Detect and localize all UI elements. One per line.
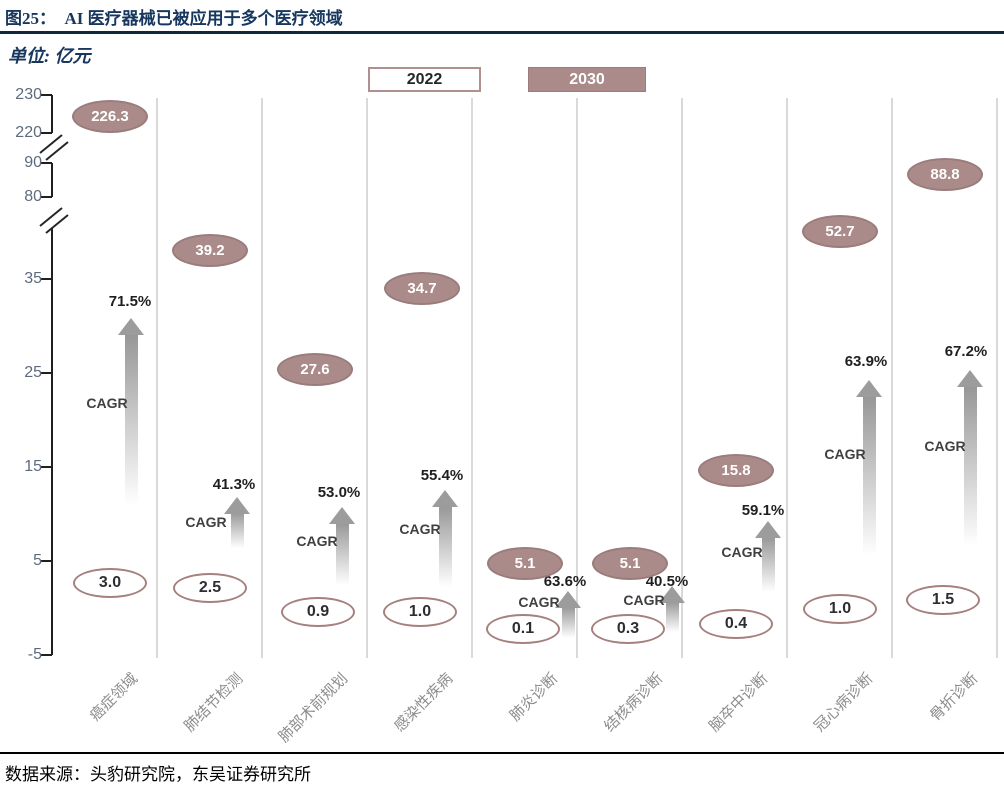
cagr-arrow-shaft [231,512,244,548]
cagr-arrow-shaft [125,333,138,505]
cagr-value-label: 67.2% [944,343,988,360]
cagr-caption: CAGR [518,594,560,610]
marker-2030: 15.8 [698,454,774,487]
marker-2022: 2.5 [173,573,247,603]
y-axis-tick-label: -5 [27,646,42,663]
y-axis-tick-label: 220 [15,124,42,141]
marker-2022: 1.0 [803,594,877,624]
category-label: 冠心病诊断 [811,670,877,736]
legend-item-2030: 2030 [528,67,646,92]
footer-divider [0,752,1004,754]
marker-2030: 39.2 [172,234,248,267]
cagr-arrow-shaft [336,522,349,585]
cagr-value-label: 63.9% [844,353,888,370]
category-label: 肺结节检测 [181,670,247,736]
y-axis-tick-label: 15 [24,458,42,475]
y-axis-tick-label: 230 [15,86,42,103]
marker-2030: 27.6 [277,353,353,386]
marker-2030: 34.7 [384,272,460,305]
y-axis-tick-label: 5 [33,552,42,569]
cagr-arrow-shaft [762,536,775,592]
cagr-arrow-shaft [562,606,575,638]
cagr-value-label: 40.5% [645,573,689,590]
marker-2022: 3.0 [73,568,147,598]
column-separator [891,98,893,658]
category-label: 骨折诊断 [926,670,982,725]
cagr-caption: CAGR [623,592,665,608]
marker-2022: 0.9 [281,597,355,627]
cagr-arrow-icon [659,586,685,603]
cagr-arrow-icon [224,497,250,514]
marker-2022: 1.0 [383,597,457,627]
column-separator [786,98,788,658]
cagr-value-label: 71.5% [108,293,152,310]
cagr-arrow-icon [329,507,355,524]
category-label: 脑卒中诊断 [706,670,772,736]
cagr-arrow-shaft [666,601,679,632]
category-label: 癌症领域 [86,670,142,725]
source-note: 数据来源：头豹研究院，东吴证券研究所 [5,765,311,784]
column-separator [261,98,263,658]
category-label: 结核病诊断 [601,670,667,736]
marker-2022: 0.3 [591,614,665,644]
cagr-caption: CAGR [924,438,966,454]
marker-2030: 5.1 [487,547,563,580]
category-label: 肺部术前规划 [275,670,352,746]
y-axis-tick-label: 90 [24,154,42,171]
cagr-arrow-icon [755,521,781,538]
marker-2022: 0.1 [486,614,560,644]
cagr-arrow-icon [432,490,458,507]
cagr-caption: CAGR [824,446,866,462]
category-label: 肺炎诊断 [506,670,562,725]
cagr-caption: CAGR [296,533,338,549]
cagr-arrow-shaft [439,505,452,587]
cagr-arrow-icon [957,370,983,387]
unit-label: 单位: 亿元 [8,46,91,66]
marker-2030: 226.3 [72,100,148,133]
cagr-caption: CAGR [399,521,441,537]
cagr-arrow-icon [856,380,882,397]
cagr-arrow-shaft [964,385,977,546]
y-axis-tick-label: 80 [24,188,42,205]
column-separator [681,98,683,658]
cagr-caption: CAGR [86,395,128,411]
y-axis-tick-label: 25 [24,364,42,381]
marker-2030: 88.8 [907,158,983,191]
cagr-arrow-shaft [863,395,876,556]
column-separator [366,98,368,658]
figure-title: 图25： AI 医疗器械已被应用于多个医疗领域 [5,9,343,28]
marker-2022: 1.5 [906,585,980,615]
column-separator [471,98,473,658]
cagr-arrow-icon [555,591,581,608]
marker-2022: 0.4 [699,609,773,639]
marker-2030: 52.7 [802,215,878,248]
legend-item-2022: 2022 [368,67,481,92]
cagr-value-label: 55.4% [420,467,464,484]
cagr-arrow-icon [118,318,144,335]
title-divider [0,31,1004,34]
cagr-value-label: 53.0% [317,484,361,501]
column-separator [996,98,998,658]
cagr-value-label: 41.3% [212,476,256,493]
marker-2030: 5.1 [592,547,668,580]
category-label: 感染性疾病 [391,670,457,736]
y-axis-tick-label: 35 [24,270,42,287]
column-separator [156,98,158,658]
column-separator [576,98,578,658]
cagr-caption: CAGR [185,514,227,530]
cagr-caption: CAGR [721,544,763,560]
cagr-value-label: 59.1% [741,502,785,519]
cagr-value-label: 63.6% [543,573,587,590]
